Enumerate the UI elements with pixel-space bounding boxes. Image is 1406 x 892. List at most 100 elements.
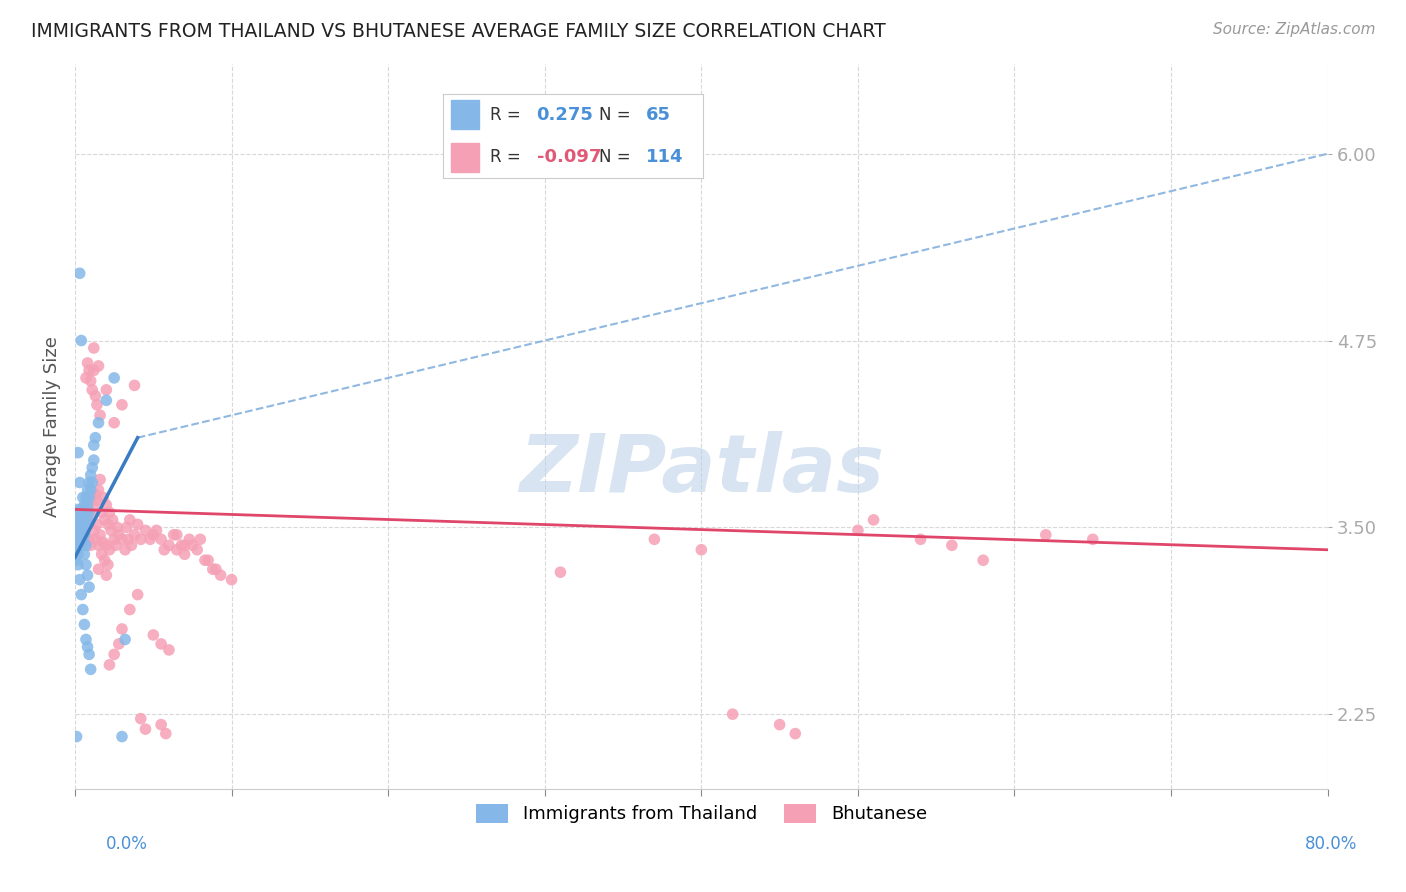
Point <box>77 491 100 505</box>
Point <box>157 643 180 657</box>
Point <box>118 513 141 527</box>
Point <box>75 632 97 647</box>
Point <box>145 524 167 538</box>
Text: N =: N = <box>599 106 630 124</box>
Point <box>72 505 94 519</box>
Point <box>75 505 97 519</box>
Text: 0.275: 0.275 <box>537 106 593 124</box>
Bar <box>451 143 479 171</box>
Point <box>65 535 87 549</box>
Text: 80.0%: 80.0% <box>1305 835 1357 853</box>
Point <box>103 416 125 430</box>
Point <box>127 517 149 532</box>
Point <box>90 547 112 561</box>
Point <box>690 542 713 557</box>
Point <box>96 393 118 408</box>
Point <box>67 547 90 561</box>
Point <box>89 473 111 487</box>
Point <box>83 363 105 377</box>
Point <box>768 717 790 731</box>
Point <box>94 513 117 527</box>
Point <box>209 568 232 582</box>
Point <box>67 558 90 572</box>
Point <box>79 538 101 552</box>
Point <box>77 363 100 377</box>
Point <box>96 498 118 512</box>
Point <box>76 483 98 497</box>
Point <box>77 475 100 490</box>
Point <box>84 431 107 445</box>
Point <box>79 374 101 388</box>
Point <box>82 383 104 397</box>
Point <box>73 498 96 512</box>
Point <box>67 513 90 527</box>
Point <box>643 533 665 547</box>
Point <box>96 568 118 582</box>
Point <box>70 517 93 532</box>
Point <box>72 517 94 532</box>
Point <box>65 517 87 532</box>
Text: 0.0%: 0.0% <box>105 835 148 853</box>
Point <box>111 533 134 547</box>
Point <box>129 712 152 726</box>
Point <box>129 533 152 547</box>
Point <box>101 513 124 527</box>
Point <box>72 524 94 538</box>
Point <box>139 533 162 547</box>
Point <box>76 513 98 527</box>
Point <box>69 520 91 534</box>
Point <box>75 491 97 505</box>
Point <box>73 513 96 527</box>
Point <box>65 553 87 567</box>
Point <box>111 398 134 412</box>
Point <box>941 538 963 552</box>
Point <box>142 528 165 542</box>
Point <box>76 640 98 654</box>
Legend: Immigrants from Thailand, Bhutanese: Immigrants from Thailand, Bhutanese <box>468 797 934 830</box>
Point <box>87 483 110 497</box>
Point <box>111 622 134 636</box>
Point <box>83 453 105 467</box>
Text: R =: R = <box>489 106 520 124</box>
Point <box>65 730 87 744</box>
Point <box>77 533 100 547</box>
Point <box>166 528 188 542</box>
Point <box>70 538 93 552</box>
Point <box>79 491 101 505</box>
Point <box>73 502 96 516</box>
Point <box>77 505 100 519</box>
Point <box>84 533 107 547</box>
Point <box>153 542 176 557</box>
Point <box>197 553 219 567</box>
Point <box>98 657 121 672</box>
Point <box>87 538 110 552</box>
Point <box>70 334 93 348</box>
Point <box>105 520 128 534</box>
Point <box>87 562 110 576</box>
Point <box>83 438 105 452</box>
Point <box>76 356 98 370</box>
Point <box>862 513 884 527</box>
Point <box>155 726 177 740</box>
Point <box>72 491 94 505</box>
Text: ZIPatlas: ZIPatlas <box>519 431 884 509</box>
Point <box>82 508 104 523</box>
Y-axis label: Average Family Size: Average Family Size <box>44 336 60 516</box>
Point <box>75 538 97 552</box>
Text: IMMIGRANTS FROM THAILAND VS BHUTANESE AVERAGE FAMILY SIZE CORRELATION CHART: IMMIGRANTS FROM THAILAND VS BHUTANESE AV… <box>31 22 886 41</box>
Point <box>118 602 141 616</box>
Point <box>181 538 204 552</box>
Point <box>69 533 91 547</box>
Point <box>96 383 118 397</box>
Point <box>103 533 125 547</box>
Point <box>163 528 186 542</box>
Text: N =: N = <box>599 148 630 166</box>
Point <box>67 502 90 516</box>
Point <box>194 553 217 567</box>
Point <box>142 628 165 642</box>
Point <box>75 513 97 527</box>
Point <box>65 505 87 519</box>
Point <box>79 483 101 497</box>
Point <box>73 547 96 561</box>
Point <box>124 378 146 392</box>
